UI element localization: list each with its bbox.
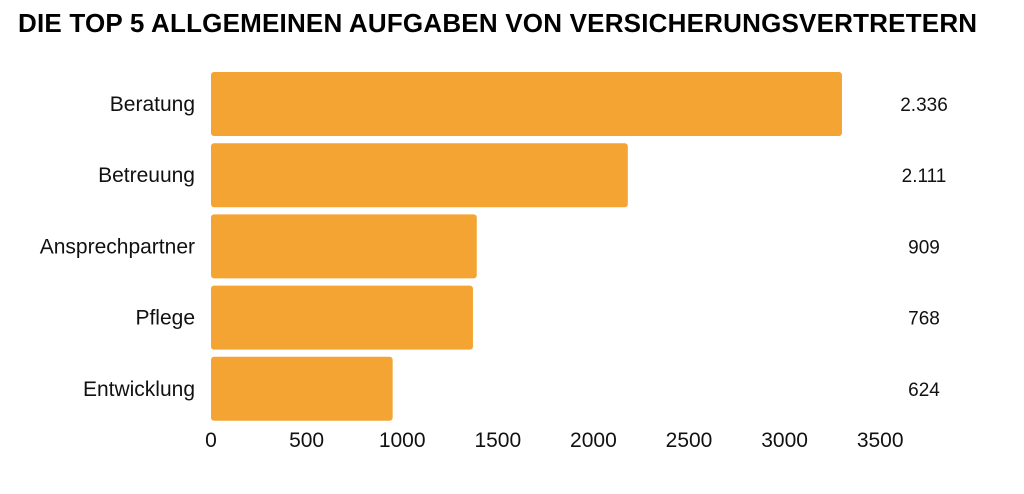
bar-ansprechpartner (211, 214, 477, 279)
x-tick-label: 1500 (474, 429, 521, 452)
value-label-entwicklung: 624 (908, 380, 940, 401)
category-label-betreuung: Betreuung (98, 164, 195, 187)
value-label-beratung: 2.336 (900, 95, 948, 116)
x-tick-label: 2000 (570, 429, 617, 452)
x-tick-label: 1000 (379, 429, 426, 452)
bar-entwicklung (211, 356, 393, 421)
bars-layer (211, 72, 842, 421)
category-labels: Beratung Betreuung Ansprechpartner Pflege En… (40, 93, 195, 401)
category-label-entwicklung: Entwicklung (83, 378, 195, 401)
x-tick-label: 3500 (857, 429, 904, 452)
bar-pflege (211, 285, 473, 350)
chart-title: DIE TOP 5 ALLGEMEINEN AUFGABEN VON VERSI… (18, 8, 978, 38)
value-label-ansprechpartner: 909 (908, 237, 940, 258)
bar-betreuung (211, 143, 628, 208)
x-axis-ticks: 0 500 1000 1500 2000 2500 3000 3500 (205, 429, 903, 452)
category-label-pflege: Pflege (135, 307, 195, 330)
category-label-ansprechpartner: Ansprechpartner (40, 235, 195, 258)
value-label-pflege: 768 (908, 309, 940, 330)
category-label-beratung: Beratung (110, 93, 195, 116)
x-tick-label: 3000 (761, 429, 808, 452)
x-tick-label: 0 (205, 429, 217, 452)
x-tick-label: 500 (289, 429, 324, 452)
bar-beratung (211, 72, 842, 136)
x-tick-label: 2500 (666, 429, 713, 452)
value-label-betreuung: 2.111 (902, 166, 947, 187)
value-labels: 2.336 2.111 909 768 624 (900, 95, 948, 401)
